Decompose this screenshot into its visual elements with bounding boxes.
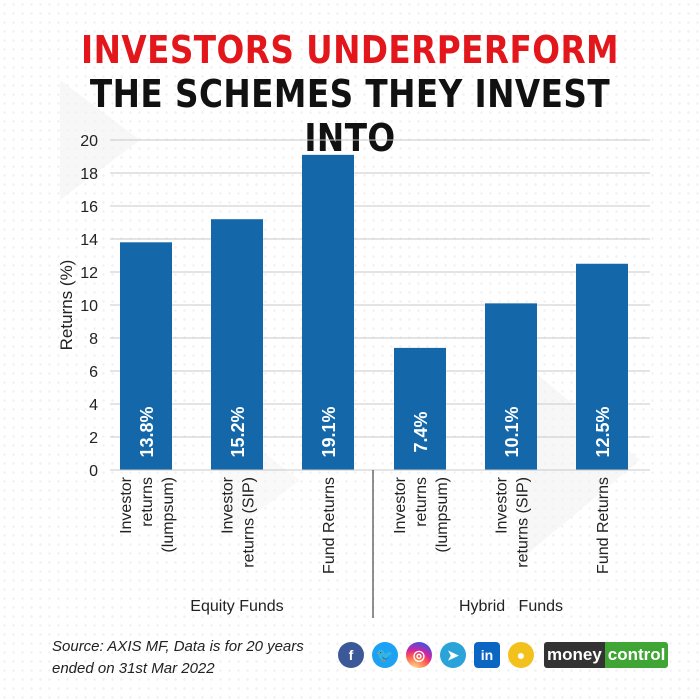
x-tick-label: Investor: [220, 476, 237, 534]
data-label: 13.8%: [137, 406, 157, 457]
y-tick-label: 8: [89, 331, 98, 348]
title-line-2: THE SCHEMES THEY INVEST INTO: [89, 72, 611, 160]
data-label: 12.5%: [593, 406, 613, 457]
bar: [576, 263, 628, 470]
bar: [394, 347, 446, 470]
x-tick-label: returns (SIP): [515, 477, 532, 568]
linkedin-icon[interactable]: in: [474, 642, 500, 668]
data-label: 19.1%: [319, 406, 339, 457]
x-tick-label: returns: [413, 477, 430, 527]
x-tick-label: Investor: [392, 476, 409, 534]
x-tick-label: (lumpsum): [434, 477, 451, 553]
y-axis-label: Returns (%): [57, 260, 76, 351]
y-tick-label: 10: [80, 298, 98, 315]
data-label: 7.4%: [411, 411, 431, 452]
y-tick-label: 18: [80, 166, 98, 183]
y-tick-label: 12: [80, 265, 98, 282]
social-icons: f 🐦 ◎ ➤ in ● money control: [338, 640, 669, 670]
bar: [485, 303, 537, 470]
group-label: Hybrid Funds: [459, 598, 563, 615]
facebook-icon[interactable]: f: [338, 642, 364, 668]
instagram-icon[interactable]: ◎: [406, 642, 432, 668]
x-tick-label: Fund Returns: [321, 477, 338, 574]
y-tick-label: 6: [89, 364, 98, 381]
y-tick-label: 20: [80, 133, 98, 150]
data-label: 10.1%: [502, 406, 522, 457]
x-tick-label: returns: [139, 477, 156, 527]
group-label: Equity Funds: [190, 598, 283, 615]
y-tick-label: 4: [89, 397, 98, 414]
x-tick-label: (lumpsum): [160, 477, 177, 553]
twitter-icon[interactable]: 🐦: [372, 642, 398, 668]
y-tick-label: 0: [89, 463, 98, 480]
y-tick-label: 14: [80, 232, 98, 249]
moneycontrol-logo[interactable]: money control: [544, 642, 669, 668]
brand-part-1: money: [544, 642, 605, 668]
title-line-1: INVESTORS UNDERPERFORM: [80, 28, 620, 72]
telegram-icon[interactable]: ➤: [440, 642, 466, 668]
brand-part-2: control: [604, 642, 669, 668]
y-tick-label: 16: [80, 199, 98, 216]
bar: [302, 154, 354, 470]
bar-chart: 0 2 4 6 8 10 12 14 16 18 20 Returns (%) 13.8% 15.2% 19…: [57, 133, 650, 618]
bar: [120, 242, 172, 470]
x-tick-label: returns (SIP): [241, 477, 258, 568]
bar: [211, 219, 263, 470]
koo-icon[interactable]: ●: [508, 642, 534, 668]
x-tick-label: Investor: [118, 476, 135, 534]
y-tick-label: 2: [89, 430, 98, 447]
x-tick-label: Investor: [494, 476, 511, 534]
source-note: Source: AXIS MF, Data is for 20 years en…: [52, 638, 304, 677]
x-tick-label: Fund Returns: [595, 477, 612, 574]
data-label: 15.2%: [228, 406, 248, 457]
